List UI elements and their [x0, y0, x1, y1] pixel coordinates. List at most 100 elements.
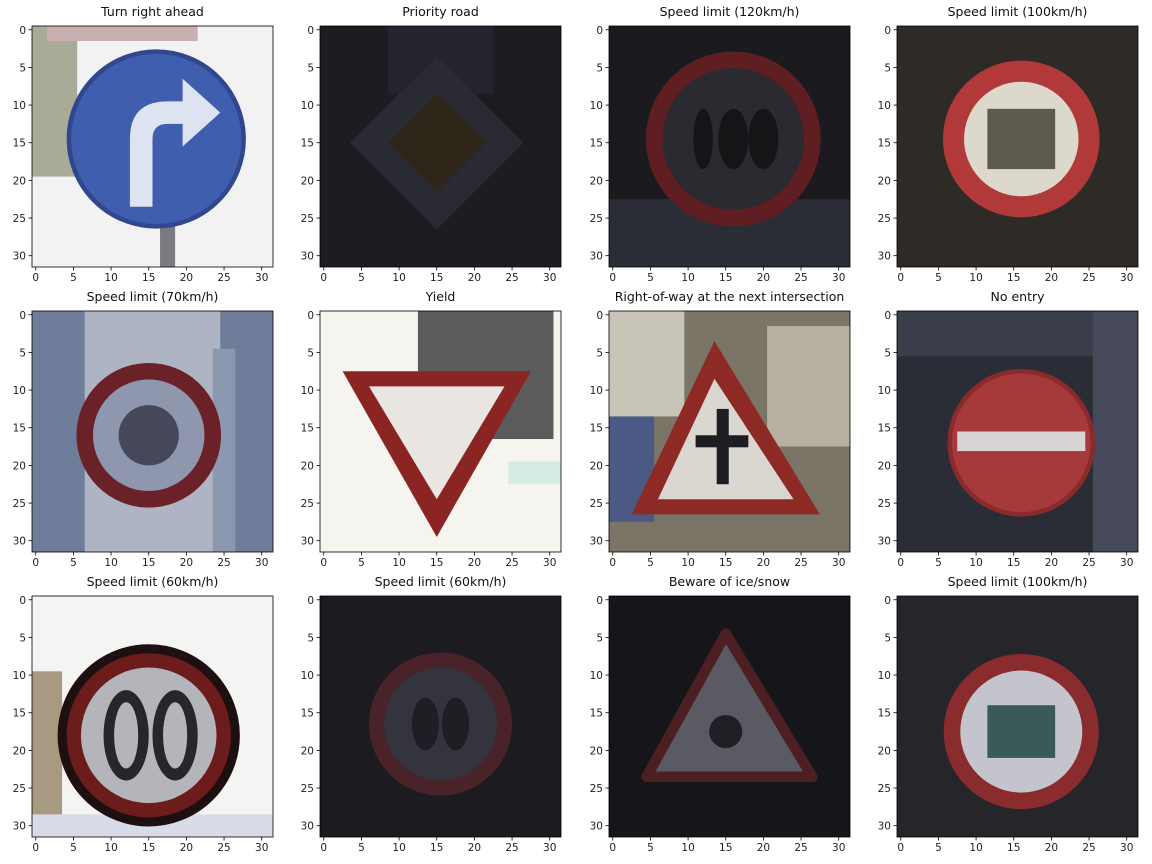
- subplot: Priority road 0 5 10 15 20 25 30 0 5 10 15 20 25 30: [301, 4, 562, 284]
- y-tick-label: 20: [13, 745, 26, 757]
- y-tick-label: 10: [301, 670, 314, 682]
- y-tick-label: 30: [13, 821, 26, 833]
- x-tick-label: 15: [142, 842, 155, 854]
- y-tick-label: 0: [19, 310, 26, 322]
- y-tick-label: 5: [19, 347, 26, 359]
- x-tick-label: 0: [32, 842, 39, 854]
- x-tick-label: 30: [832, 272, 845, 284]
- x-tick-label: 15: [142, 272, 155, 284]
- y-tick-label: 10: [878, 670, 891, 682]
- x-tick-label: 15: [719, 557, 732, 569]
- axes-frame: [608, 25, 851, 268]
- y-tick-label: 15: [13, 138, 26, 150]
- x-tick-label: 5: [358, 272, 365, 284]
- x-tick-label: 5: [70, 272, 77, 284]
- x-tick-label: 20: [180, 557, 193, 569]
- sign-detail: [118, 405, 179, 466]
- subplot-title: Yield: [425, 289, 456, 304]
- sign-detail: [693, 108, 713, 170]
- x-tick-label: 5: [70, 842, 77, 854]
- axes-frame: [31, 595, 274, 838]
- y-tick-label: 25: [301, 783, 314, 795]
- x-tick-label: 10: [104, 272, 117, 284]
- y-tick-label: 0: [596, 25, 603, 37]
- x-tick-label: 25: [794, 557, 807, 569]
- y-tick-label: 25: [301, 498, 314, 510]
- x-tick-label: 25: [217, 842, 230, 854]
- subplot-title: Priority road: [402, 4, 479, 19]
- x-tick-label: 15: [1007, 272, 1020, 284]
- y-tick-label: 5: [307, 62, 314, 74]
- axes-frame: [608, 595, 851, 838]
- subplot-title: Turn right ahead: [100, 4, 204, 19]
- x-tick-label: 20: [468, 272, 481, 284]
- x-tick-label: 20: [757, 557, 770, 569]
- y-tick-label: 15: [13, 708, 26, 720]
- subplot: Yield 0 5 10 15 20 25 30 0 5 10 15 20 25 30: [301, 289, 562, 569]
- sign-shape: [66, 49, 246, 229]
- axes-frame: [608, 310, 851, 553]
- x-tick-label: 30: [832, 557, 845, 569]
- subplot-title: Speed limit (120km/h): [660, 4, 800, 19]
- image-region: [508, 461, 561, 485]
- y-tick-label: 0: [19, 25, 26, 37]
- y-tick-label: 0: [307, 595, 314, 607]
- image-region: [987, 705, 1056, 758]
- sign-shape: [368, 386, 505, 500]
- x-tick-label: 0: [320, 272, 327, 284]
- y-tick-label: 15: [878, 138, 891, 150]
- x-tick-label: 30: [1120, 557, 1133, 569]
- x-tick-label: 20: [468, 842, 481, 854]
- image-region: [212, 348, 236, 552]
- x-tick-label: 5: [935, 272, 942, 284]
- sign-image: [32, 311, 273, 552]
- x-tick-label: 0: [609, 557, 616, 569]
- sign-detail: [718, 108, 749, 170]
- y-tick-label: 10: [590, 385, 603, 397]
- subplot: Speed limit (100km/h) 0 5 10 15 20 25 30 0 5 10 15 2…: [878, 4, 1139, 284]
- y-tick-label: 5: [19, 632, 26, 644]
- sign-image: [32, 596, 273, 837]
- y-tick-label: 25: [13, 213, 26, 225]
- x-tick-label: 20: [757, 272, 770, 284]
- sign-detail: [163, 702, 188, 769]
- x-tick-label: 5: [935, 557, 942, 569]
- axes-frame: [896, 25, 1139, 268]
- x-tick-label: 15: [719, 842, 732, 854]
- y-tick-label: 25: [590, 213, 603, 225]
- x-tick-label: 20: [468, 557, 481, 569]
- y-tick-label: 30: [301, 251, 314, 263]
- y-tick-label: 5: [596, 62, 603, 74]
- x-tick-label: 20: [1045, 272, 1058, 284]
- image-region: [32, 671, 63, 822]
- y-tick-label: 20: [301, 745, 314, 757]
- y-tick-label: 20: [13, 460, 26, 472]
- subplot: Turn right ahead 0 5 10 15 20 25 30 0 5 10 15 20 25 30: [13, 4, 274, 284]
- x-tick-label: 10: [969, 842, 982, 854]
- y-tick-label: 25: [301, 213, 314, 225]
- subplot-title: Beware of ice/snow: [669, 574, 790, 589]
- x-tick-label: 5: [647, 272, 654, 284]
- sign-image: [897, 311, 1138, 552]
- image-region: [609, 311, 685, 417]
- x-tick-label: 15: [430, 557, 443, 569]
- y-tick-label: 30: [878, 251, 891, 263]
- y-tick-label: 20: [13, 175, 26, 187]
- sign-shape: [387, 93, 486, 192]
- sign-image: [609, 311, 850, 552]
- sign-image: [32, 26, 273, 267]
- y-tick-label: 10: [878, 100, 891, 112]
- y-tick-label: 15: [301, 138, 314, 150]
- y-tick-label: 5: [19, 62, 26, 74]
- x-tick-label: 20: [180, 272, 193, 284]
- axes-frame: [896, 310, 1139, 553]
- x-tick-label: 10: [681, 842, 694, 854]
- y-tick-label: 30: [13, 251, 26, 263]
- x-tick-label: 10: [969, 272, 982, 284]
- x-tick-label: 0: [32, 557, 39, 569]
- subplot: No entry 0 5 10 15 20 25 30 0 5 10 15 20 25 30: [878, 289, 1139, 569]
- subplot-title: Speed limit (100km/h): [948, 574, 1088, 589]
- x-tick-label: 30: [1120, 272, 1133, 284]
- y-tick-label: 20: [878, 460, 891, 472]
- sign-shape: [641, 628, 818, 783]
